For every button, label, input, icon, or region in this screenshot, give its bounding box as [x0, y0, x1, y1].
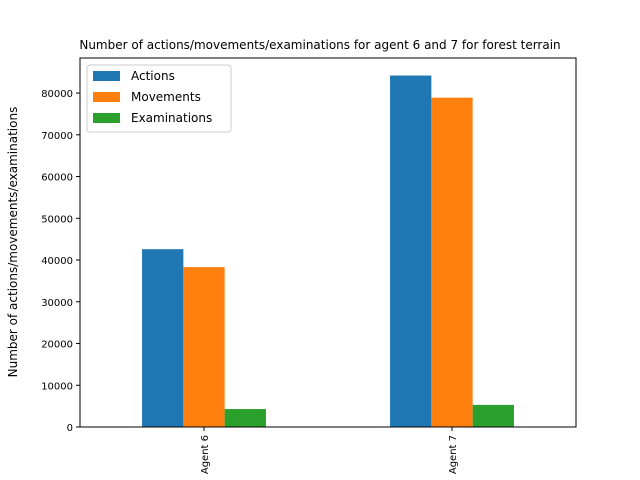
y-tick-label: 0 — [67, 423, 73, 434]
bar-examinations-2 — [472, 404, 514, 427]
legend-swatch-examinations — [93, 113, 120, 123]
bar-movements-1 — [183, 267, 225, 427]
legend-swatch-actions — [93, 71, 120, 81]
y-tick-label: 20000 — [41, 340, 73, 351]
bar-actions-1 — [142, 249, 184, 427]
legend-box — [86, 64, 232, 133]
y-tick-label: 10000 — [41, 381, 73, 392]
x-tick-label: Agent 6 — [200, 435, 211, 474]
bar-movements-2 — [431, 97, 473, 428]
bar-actions-2 — [390, 75, 432, 427]
legend-label-actions: Actions — [131, 69, 175, 83]
legend: Actions Movements Examinations — [86, 64, 232, 133]
legend-label-examinations: Examinations — [131, 111, 212, 125]
y-tick-label: 50000 — [41, 214, 73, 225]
x-tick-label: Agent 7 — [448, 435, 459, 474]
y-axis-label: Number of actions/movements/examinations — [6, 107, 20, 378]
bars-group — [142, 75, 514, 428]
legend-label-movements: Movements — [131, 90, 201, 104]
y-tick-label: 70000 — [41, 131, 73, 142]
legend-swatch-movements — [93, 92, 120, 102]
y-tick-label: 80000 — [41, 89, 73, 100]
y-axis: 0 10000 20000 30000 40000 50000 60000 70000 8000… — [41, 89, 80, 434]
y-tick-label: 40000 — [41, 256, 73, 267]
x-axis: Agent 6 Agent 7 — [200, 427, 459, 474]
plot-frame — [79, 57, 577, 428]
y-tick-label: 60000 — [41, 173, 73, 184]
chart-title: Number of actions/movements/examinations… — [79, 38, 560, 52]
bar-examinations-1 — [224, 409, 266, 427]
y-tick-label: 30000 — [41, 298, 73, 309]
